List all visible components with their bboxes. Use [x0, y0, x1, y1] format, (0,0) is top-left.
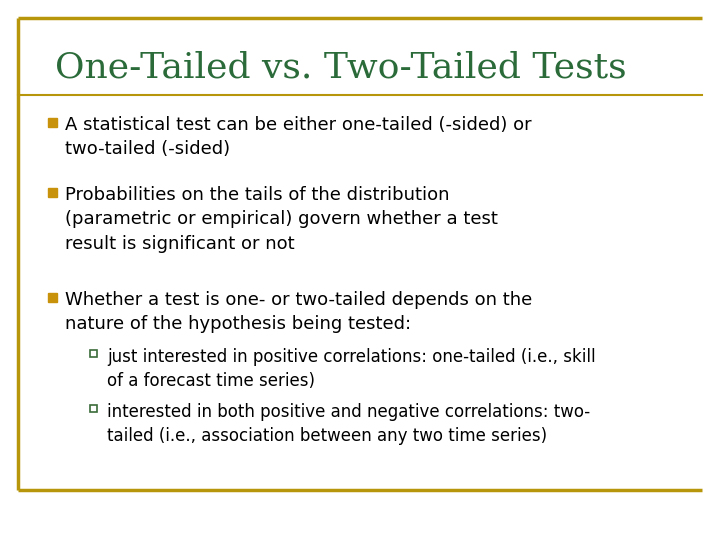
Text: interested in both positive and negative correlations: two-
tailed (i.e., associ: interested in both positive and negative… — [107, 403, 590, 444]
Bar — [48, 293, 57, 302]
Text: A statistical test can be either one-tailed (-sided) or
two-tailed (-sided): A statistical test can be either one-tai… — [65, 116, 531, 158]
Bar — [90, 350, 97, 357]
Text: Whether a test is one- or two-tailed depends on the
nature of the hypothesis bei: Whether a test is one- or two-tailed dep… — [65, 291, 532, 333]
Bar — [48, 188, 57, 197]
Text: Probabilities on the tails of the distribution
(parametric or empirical) govern : Probabilities on the tails of the distri… — [65, 186, 498, 253]
Text: One-Tailed vs. Two-Tailed Tests: One-Tailed vs. Two-Tailed Tests — [55, 50, 626, 84]
Bar — [48, 118, 57, 127]
Text: just interested in positive correlations: one-tailed (i.e., skill
of a forecast : just interested in positive correlations… — [107, 348, 595, 389]
Bar — [90, 405, 97, 412]
